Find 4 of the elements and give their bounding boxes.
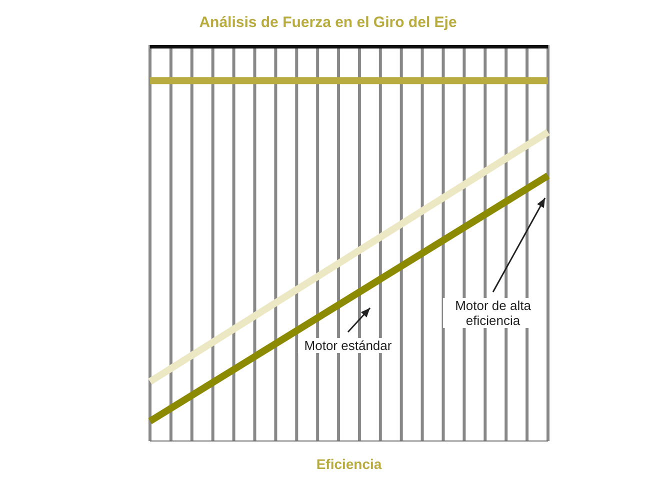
x-axis-title: Eficiencia	[315, 456, 383, 472]
annotation: Motor estándar	[298, 338, 398, 353]
annotation: Motor de alta eficiencia	[443, 298, 543, 328]
chart-title: Análisis de Fuerza en el Giro del Eje	[198, 14, 458, 31]
